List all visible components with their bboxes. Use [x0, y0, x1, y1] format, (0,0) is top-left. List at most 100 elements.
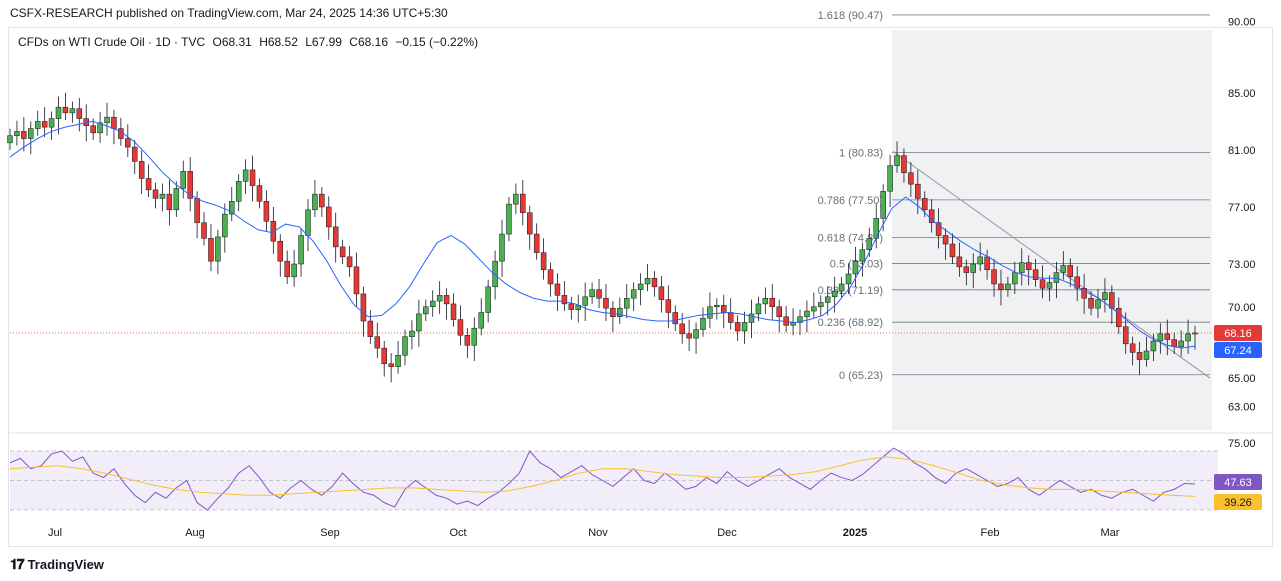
fib-label: 0.618 (74.87)	[818, 232, 883, 244]
published-caption: CSFX-RESEARCH published on TradingView.c…	[10, 6, 448, 20]
candle-body	[395, 354, 401, 367]
candle-body	[956, 256, 963, 268]
candle-body	[1088, 297, 1094, 309]
candle-body	[700, 317, 706, 330]
x-tick-label: 2025	[843, 527, 867, 539]
candle-body	[665, 299, 672, 313]
candle-body	[714, 305, 720, 308]
candle-body	[894, 155, 900, 166]
candle-body	[824, 296, 831, 303]
candle-body	[970, 263, 976, 273]
candle-body	[561, 295, 568, 305]
candle-body	[478, 312, 484, 329]
candle-body	[277, 240, 284, 262]
candle-body	[374, 336, 381, 349]
candle-body	[450, 303, 457, 320]
candle-body	[319, 193, 325, 208]
x-tick-label: Jul	[48, 527, 62, 539]
candle-body	[838, 283, 845, 292]
tradingview-logo-icon: 𝟏𝟕	[10, 556, 25, 572]
candle-body	[506, 203, 512, 235]
candle-body	[138, 161, 145, 179]
candle-body	[935, 222, 942, 236]
candle-body	[402, 336, 408, 356]
candle-body	[215, 236, 221, 262]
candle-body	[381, 347, 387, 365]
ohlc-high: H68.52	[259, 35, 298, 49]
candle-body	[492, 260, 498, 288]
candle-body	[1025, 262, 1032, 270]
symbol-name[interactable]: CFDs on WTI Crude Oil · 1D · TVC	[18, 35, 206, 49]
x-tick-label: Oct	[449, 527, 466, 539]
candle-body	[332, 226, 339, 248]
candle-body	[485, 286, 491, 313]
candle-body	[263, 201, 270, 222]
candle-body	[637, 283, 644, 290]
candle-body	[818, 302, 824, 308]
candle-body	[28, 128, 34, 139]
symbol-legend[interactable]: CFDs on WTI Crude Oil · 1D · TVC O68.31 …	[18, 35, 482, 49]
candle-body	[62, 106, 69, 114]
chart-frame	[8, 27, 1273, 547]
y-tick-label: 73.00	[1228, 259, 1256, 271]
trend-line	[892, 150, 1211, 379]
candle-body	[769, 297, 776, 308]
candle-body	[312, 193, 318, 211]
candle-body	[298, 235, 304, 265]
candle-body	[1116, 307, 1122, 327]
candle-body	[131, 146, 138, 162]
candle-body	[499, 233, 505, 262]
candle-body	[644, 278, 651, 285]
candle-body	[104, 116, 110, 124]
candle-body	[1122, 326, 1129, 345]
candle-body	[1005, 283, 1011, 290]
candle-body	[845, 273, 852, 285]
candle-body	[457, 319, 464, 336]
candle-body	[326, 206, 332, 228]
candle-body	[811, 306, 817, 312]
candle-body	[949, 243, 956, 258]
candle-body	[229, 201, 235, 215]
candle-body	[1136, 352, 1143, 360]
candle-body	[908, 172, 914, 185]
candle-body	[180, 171, 186, 189]
candle-body	[1046, 282, 1053, 289]
candle-body	[471, 327, 478, 346]
ma-value-badge-bg	[1214, 342, 1262, 358]
last-price-badge-bg	[1214, 325, 1262, 341]
tradingview-brand[interactable]: 𝟏𝟕 TradingView	[10, 556, 104, 573]
candle-body	[901, 155, 907, 174]
candle-body	[388, 363, 394, 367]
candle-body	[242, 169, 249, 182]
candle-body	[942, 235, 949, 245]
fib-label: 0.236 (68.92)	[818, 317, 883, 329]
candle-body	[755, 303, 762, 315]
candle-body	[727, 312, 734, 323]
candle-body	[436, 295, 443, 302]
candle-body	[679, 323, 685, 335]
ohlc-open: O68.31	[212, 35, 252, 49]
candle-body	[125, 138, 131, 148]
candle-body	[464, 335, 471, 346]
candle-body	[1067, 265, 1074, 278]
y-tick-label: 85.00	[1228, 88, 1256, 100]
ohlc-close: C68.16	[349, 35, 388, 49]
candle-body	[547, 269, 554, 285]
candle-body	[367, 320, 374, 337]
candle-body	[928, 209, 935, 223]
candle-body	[409, 330, 415, 337]
rsi-ma-badge: 39.26	[1224, 497, 1252, 509]
candle-body	[866, 238, 873, 250]
candle-body	[963, 266, 970, 273]
y-tick-label: 90.00	[1228, 17, 1256, 29]
candle-body	[624, 297, 630, 309]
candle-body	[568, 303, 575, 310]
candle-body	[915, 183, 921, 199]
candle-body	[651, 278, 658, 288]
candle-body	[1019, 262, 1025, 273]
x-tick-label: Nov	[588, 527, 608, 539]
candle-body	[513, 193, 519, 205]
fib-label: 1 (80.83)	[839, 147, 883, 159]
candle-body	[721, 305, 727, 313]
